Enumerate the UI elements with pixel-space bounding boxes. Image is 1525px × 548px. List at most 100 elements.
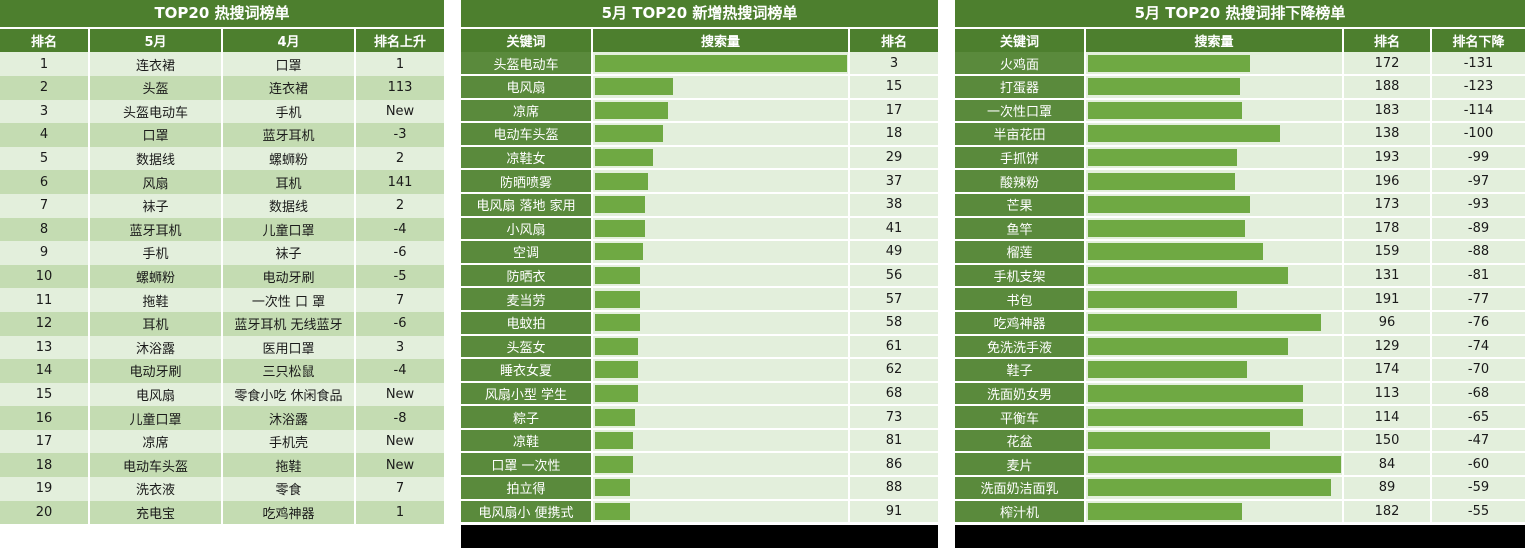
rank-cell: 13 <box>0 335 90 360</box>
rank-cell: 159 <box>1344 241 1432 265</box>
rank-cell: 5 <box>0 146 90 171</box>
rank-drop-cell: -88 <box>1432 241 1525 265</box>
rank-cell: 129 <box>1344 335 1432 360</box>
rank-cell: 114 <box>1344 406 1432 430</box>
rank-cell: 89 <box>1344 477 1432 501</box>
header-volume: 搜索量 <box>1086 28 1344 53</box>
keyword-cell: 电风扇 落地 家用 <box>461 193 593 218</box>
volume-bar <box>595 290 641 308</box>
table-header: 关键词 搜索量 排名 <box>461 28 938 53</box>
april-keyword-cell: 零食小吃 休闲食品 <box>223 382 356 407</box>
header-rank: 排名 <box>1344 28 1432 53</box>
may-keyword-cell: 凉席 <box>90 429 223 454</box>
rank-drop-cell: -47 <box>1432 429 1525 454</box>
footer-bar <box>955 525 1525 548</box>
volume-cell <box>593 217 850 242</box>
volume-cell <box>593 429 850 454</box>
rank-cell: 86 <box>850 453 938 478</box>
table-row: 17 凉席 手机壳 New <box>0 429 444 454</box>
rank-cell: 81 <box>850 429 938 454</box>
keyword-cell: 电蚊拍 <box>461 311 593 336</box>
volume-cell <box>1086 429 1344 454</box>
table-row: 口罩 一次性 86 <box>461 453 938 478</box>
table-row: 8 蓝牙耳机 儿童口罩 -4 <box>0 217 444 242</box>
table-row: 3 头盔电动车 手机 New <box>0 99 444 124</box>
rank-drop-cell: -74 <box>1432 335 1525 360</box>
volume-bar <box>595 149 653 167</box>
volume-bar <box>1088 408 1304 426</box>
keyword-cell: 凉席 <box>461 99 593 124</box>
rank-cell: 113 <box>1344 382 1432 407</box>
volume-cell <box>1086 217 1344 242</box>
table-row: 空调 49 <box>461 241 938 265</box>
volume-cell <box>1086 52 1344 76</box>
table-row: 电动车头盔 18 <box>461 123 938 147</box>
table-row: 麦当劳 57 <box>461 288 938 312</box>
rank-up-cell: -4 <box>356 217 444 242</box>
may-keyword-cell: 耳机 <box>90 311 223 336</box>
volume-cell <box>1086 75 1344 100</box>
rank-cell: 6 <box>0 170 90 194</box>
keyword-cell: 电风扇 <box>461 75 593 100</box>
volume-cell <box>593 75 850 100</box>
rank-drop-cell: -123 <box>1432 75 1525 100</box>
april-keyword-cell: 手机 <box>223 99 356 124</box>
rank-cell: 17 <box>850 99 938 124</box>
rank-up-cell: 7 <box>356 477 444 501</box>
table-body: 头盔电动车 3 电风扇 15 凉席 17 电动车头盔 18 凉鞋女 29 防晒喷雾 37 电风扇 落地 … <box>461 52 938 525</box>
rank-cell: 131 <box>1344 264 1432 289</box>
volume-cell <box>593 453 850 478</box>
header-april: 4月 <box>223 28 356 53</box>
may-keyword-cell: 儿童口罩 <box>90 406 223 430</box>
volume-cell <box>593 477 850 501</box>
volume-bar <box>595 172 648 190</box>
rank-cell: 8 <box>0 217 90 242</box>
volume-bar <box>1088 361 1248 379</box>
keyword-cell: 防晒喷雾 <box>461 170 593 194</box>
keyword-cell: 半亩花田 <box>955 123 1086 147</box>
table-row: 2 头盔 连衣裙 113 <box>0 75 444 100</box>
table-row: 麦片 84 -60 <box>955 453 1525 478</box>
table-row: 洗面奶女男 113 -68 <box>955 382 1525 407</box>
volume-bar <box>595 479 631 497</box>
table-row: 防晒喷雾 37 <box>461 170 938 194</box>
table-row: 20 充电宝 吃鸡神器 1 <box>0 500 444 525</box>
rank-drop-cell: -100 <box>1432 123 1525 147</box>
may-keyword-cell: 手机 <box>90 241 223 265</box>
volume-cell <box>1086 382 1344 407</box>
rank-cell: 17 <box>0 429 90 454</box>
keyword-cell: 空调 <box>461 241 593 265</box>
table-row: 火鸡面 172 -131 <box>955 52 1525 76</box>
keyword-cell: 麦当劳 <box>461 288 593 312</box>
rank-drop-cell: -68 <box>1432 382 1525 407</box>
rank-up-cell: 2 <box>356 193 444 218</box>
rank-cell: 138 <box>1344 123 1432 147</box>
may-keyword-cell: 沐浴露 <box>90 335 223 360</box>
volume-bar <box>595 243 643 261</box>
table-row: 18 电动车头盔 拖鞋 New <box>0 453 444 478</box>
table-row: 19 洗衣液 零食 7 <box>0 477 444 501</box>
keyword-cell: 手抓饼 <box>955 146 1086 171</box>
table-row: 电蚊拍 58 <box>461 311 938 336</box>
keyword-cell: 酸辣粉 <box>955 170 1086 194</box>
keyword-cell: 口罩 一次性 <box>461 453 593 478</box>
table-row: 小风扇 41 <box>461 217 938 242</box>
may-keyword-cell: 电动车头盔 <box>90 453 223 478</box>
new-hot-keywords-panel: 5月 TOP20 新增热搜词榜单 关键词 搜索量 排名 头盔电动车 3 电风扇 15 凉… <box>461 0 938 548</box>
april-keyword-cell: 数据线 <box>223 193 356 218</box>
volume-cell <box>1086 264 1344 289</box>
april-keyword-cell: 零食 <box>223 477 356 501</box>
table-row: 鱼竿 178 -89 <box>955 217 1525 242</box>
rank-up-cell: -6 <box>356 241 444 265</box>
table-row: 7 袜子 数据线 2 <box>0 193 444 218</box>
table-row: 1 连衣裙 口罩 1 <box>0 52 444 76</box>
may-keyword-cell: 口罩 <box>90 123 223 147</box>
dropped-hot-keywords-panel: 5月 TOP20 热搜词排下降榜单 关键词 搜索量 排名 排名下降 火鸡面 172… <box>955 0 1525 548</box>
keyword-cell: 凉鞋女 <box>461 146 593 171</box>
keyword-cell: 电风扇小 便携式 <box>461 500 593 525</box>
volume-cell <box>1086 453 1344 478</box>
table-row: 芒果 173 -93 <box>955 193 1525 218</box>
rank-up-cell: New <box>356 99 444 124</box>
may-keyword-cell: 头盔 <box>90 75 223 100</box>
table-row: 13 沐浴露 医用口罩 3 <box>0 335 444 360</box>
